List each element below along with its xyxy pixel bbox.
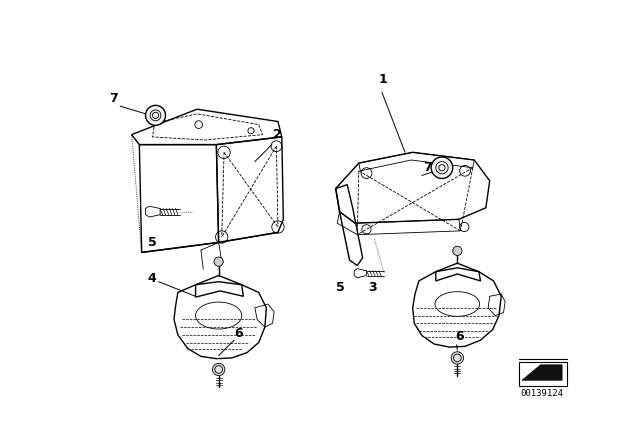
Circle shape	[212, 363, 225, 375]
Text: 1: 1	[379, 73, 388, 86]
Circle shape	[452, 246, 462, 255]
Text: 5: 5	[148, 236, 157, 249]
Text: 7: 7	[109, 91, 118, 104]
Text: 4: 4	[148, 271, 157, 284]
Text: 00139124: 00139124	[520, 389, 564, 398]
Text: 6: 6	[234, 327, 243, 340]
Polygon shape	[522, 365, 562, 380]
Circle shape	[145, 105, 166, 125]
Text: 3: 3	[368, 281, 377, 294]
Bar	[519, 362, 566, 386]
Text: 5: 5	[336, 281, 344, 294]
Circle shape	[451, 352, 463, 364]
Circle shape	[431, 157, 452, 178]
Circle shape	[214, 257, 223, 266]
Text: 6: 6	[455, 330, 463, 343]
Text: 2: 2	[273, 129, 282, 142]
Text: 7: 7	[422, 161, 431, 174]
